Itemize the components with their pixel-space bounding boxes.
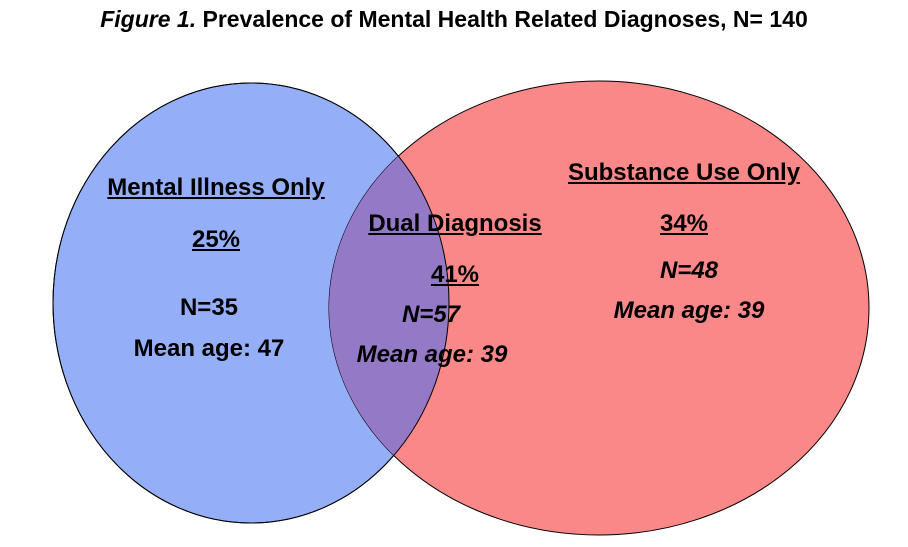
mental-illness-mean-age: Mean age: 47 — [133, 335, 285, 362]
substance-use-percent: 34% — [659, 210, 709, 237]
dual-diagnosis-n: N=57 — [401, 301, 461, 328]
figure-label: Figure 1. — [100, 6, 197, 32]
dual-diagnosis-mean-age: Mean age: 39 — [356, 341, 508, 368]
dual-diagnosis-percent: 41% — [430, 261, 480, 288]
substance-use-n: N=48 — [659, 257, 719, 284]
mental-illness-n: N=35 — [179, 294, 239, 321]
substance-use-mean-age: Mean age: 39 — [613, 297, 765, 324]
substance-use-label: Substance Use Only — [567, 159, 801, 186]
mental-illness-circle-outline — [52, 82, 450, 524]
mental-illness-percent: 25% — [191, 226, 241, 253]
dual-diagnosis-label: Dual Diagnosis — [368, 210, 542, 237]
figure-title-text: Prevalence of Mental Health Related Diag… — [196, 6, 808, 32]
mental-illness-label: Mental Illness Only — [107, 174, 325, 201]
figure-title: Figure 1. Prevalence of Mental Health Re… — [0, 6, 908, 33]
